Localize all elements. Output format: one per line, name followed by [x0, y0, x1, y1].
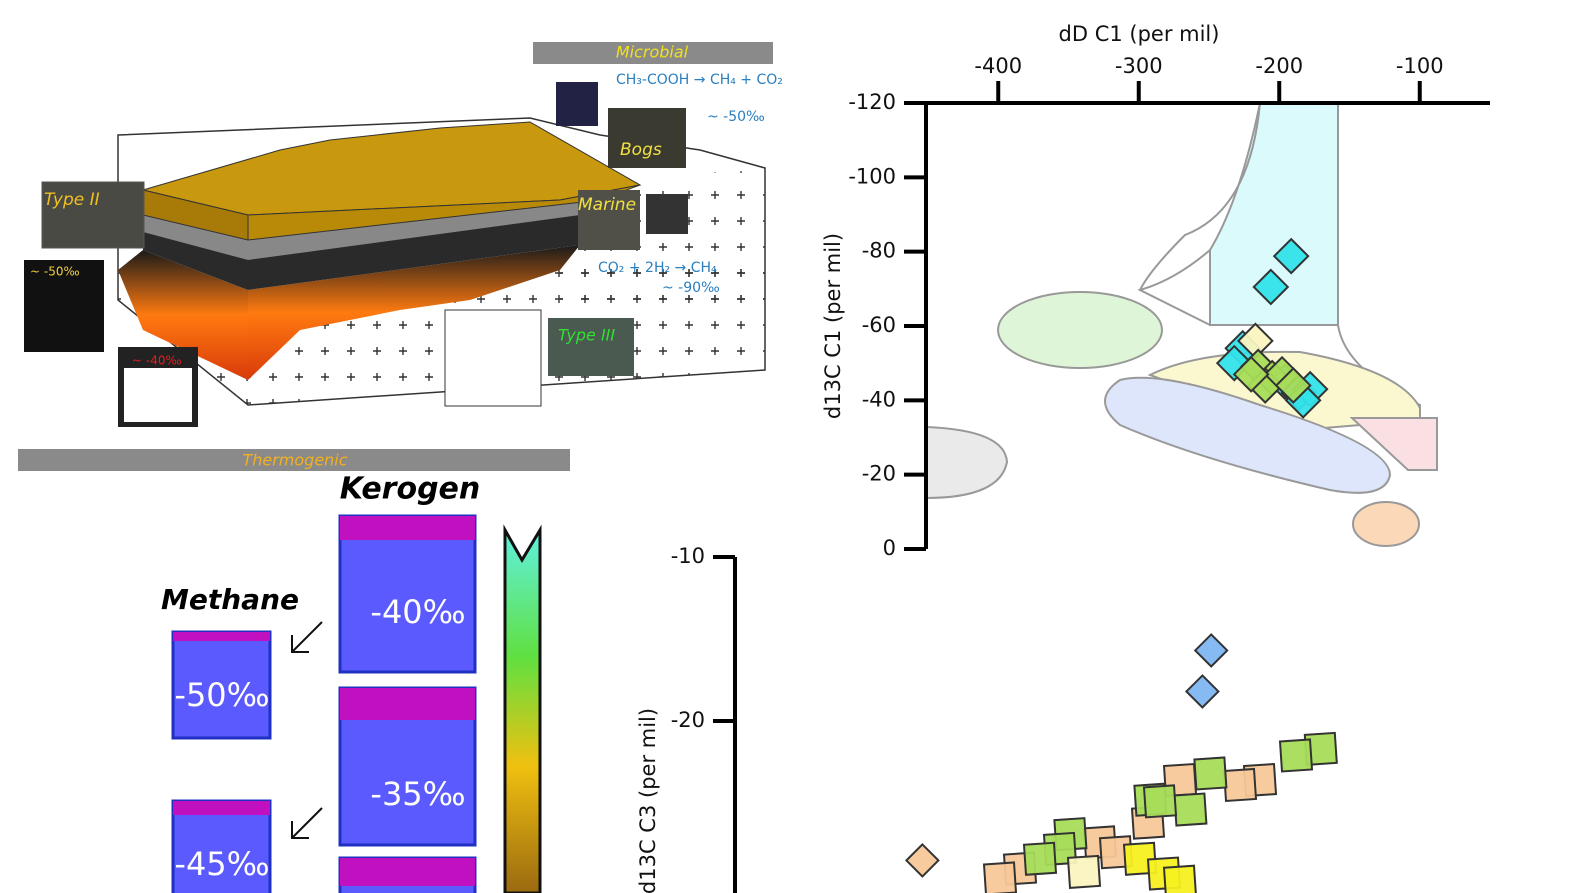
- point: [982, 861, 1018, 893]
- point: [1022, 841, 1058, 876]
- box-label: -45‰: [174, 845, 269, 883]
- point: [1222, 767, 1258, 803]
- x-axis-title: dD C1 (per mil): [1059, 22, 1220, 46]
- label: CO₂ + 2H₂ → CH₄: [598, 260, 717, 276]
- y-tick-label: -100: [848, 164, 896, 188]
- y-tick-label: -20: [671, 708, 705, 732]
- y-tick-label: 0: [883, 536, 896, 560]
- point: [1252, 268, 1290, 306]
- region-fields: [925, 102, 1438, 547]
- y-tick-label: -10: [671, 544, 705, 568]
- point: [1272, 237, 1310, 275]
- x-tick-label: -300: [1115, 54, 1163, 78]
- heading: Kerogen: [340, 472, 481, 507]
- x-tick-label: -200: [1255, 54, 1303, 78]
- y-axis-title: d13C C1 (per mil): [821, 233, 845, 419]
- x-tick-label: -100: [1396, 54, 1444, 78]
- box-label: -35‰: [370, 775, 465, 813]
- point: [1193, 756, 1228, 791]
- point: [1193, 633, 1229, 668]
- y-tick-label: -40: [862, 387, 896, 411]
- label: ~ -50‰: [30, 265, 80, 279]
- point: [1142, 784, 1178, 819]
- box-label: -50‰: [174, 676, 269, 714]
- point: [1278, 738, 1314, 773]
- point: [1173, 792, 1208, 827]
- y-axis-title: d13C C3 (per mil): [636, 708, 660, 893]
- label: Bogs: [620, 140, 662, 160]
- isotope-diagram: Kerogen Methane -40‰ -35‰ -50‰ -45‰: [161, 472, 542, 893]
- point: [1162, 864, 1197, 893]
- label: Type III: [558, 326, 615, 345]
- point: [904, 842, 940, 878]
- label: Marine: [578, 195, 636, 215]
- y-tick-label: -60: [862, 313, 896, 337]
- point: [1232, 355, 1270, 393]
- point: [1066, 854, 1102, 889]
- y-tick-label: -20: [862, 462, 896, 486]
- block-diagram: Type II ~ -50‰ ~ -40‰ Bogs Marine Type I…: [18, 42, 783, 471]
- label: ~ -90‰: [662, 280, 720, 296]
- point: [1184, 674, 1220, 709]
- x-tick-label: -400: [974, 54, 1022, 78]
- heading: Methane: [161, 583, 299, 616]
- section-title: Microbial: [616, 43, 689, 62]
- label: ~ -50‰: [707, 109, 765, 125]
- section-title: Thermogenic: [242, 451, 347, 470]
- y-tick-label: -120: [848, 90, 896, 114]
- label: CH₃-COOH → CH₄ + CO₂: [616, 72, 783, 88]
- point: [1274, 367, 1312, 404]
- y-tick-label: -80: [862, 239, 896, 263]
- box-label: -40‰: [370, 593, 465, 631]
- label: Type II: [44, 190, 100, 210]
- label: ~ -40‰: [132, 354, 182, 368]
